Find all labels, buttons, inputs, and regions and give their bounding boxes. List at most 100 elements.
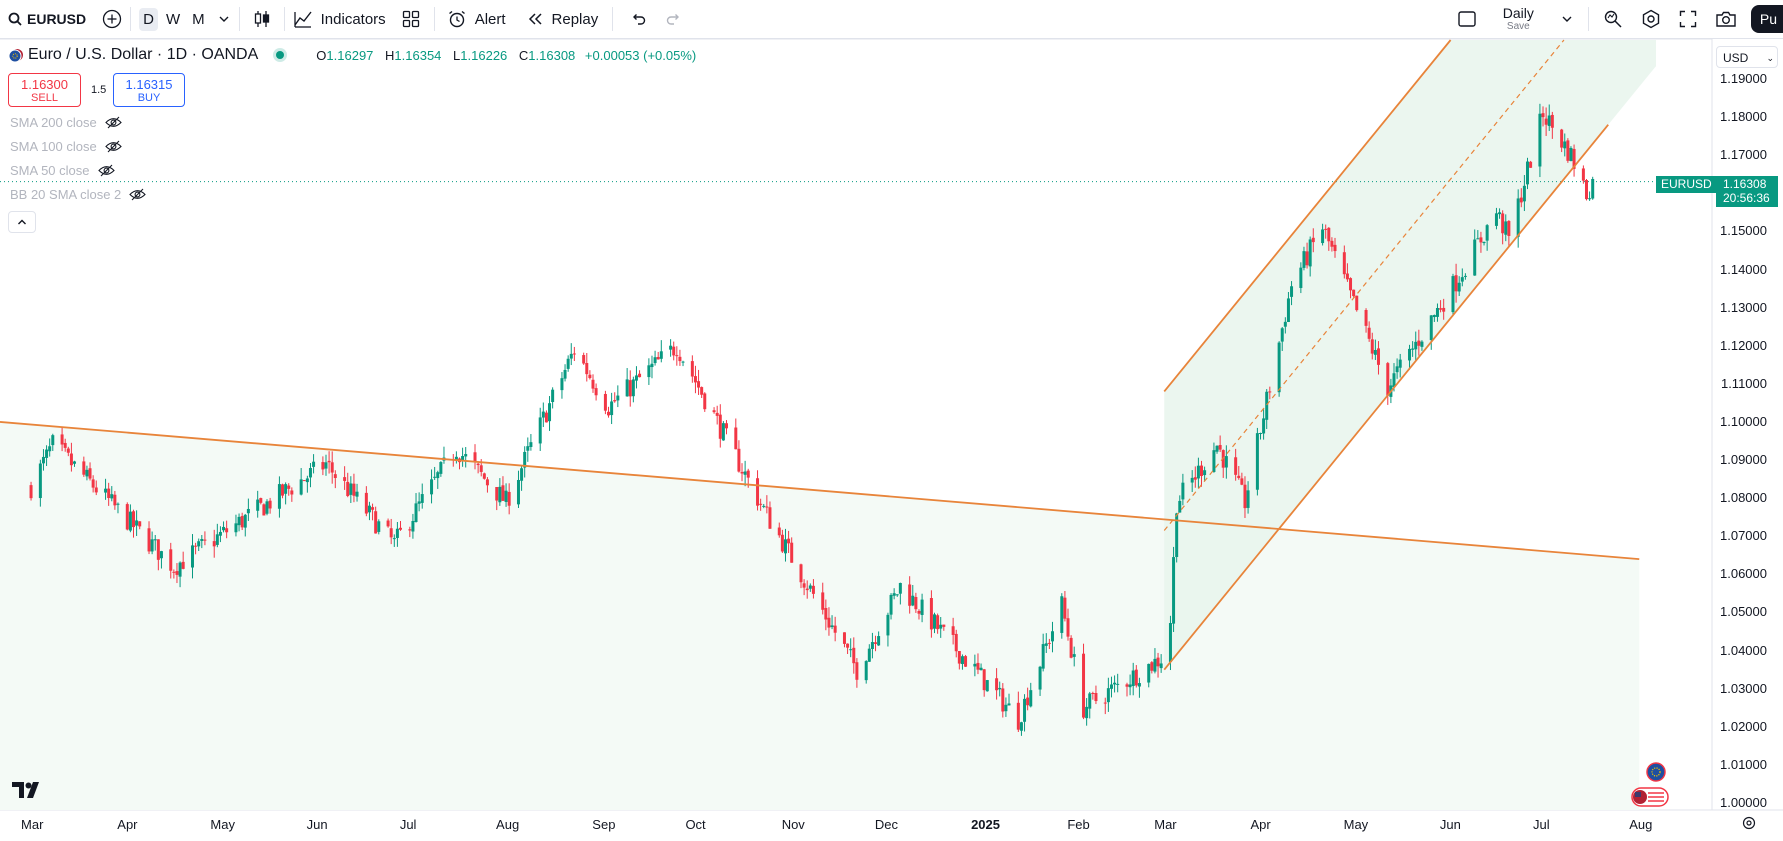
price-tick-label: 1.00000: [1720, 795, 1767, 810]
candle-body: [1566, 140, 1570, 161]
eye-crossed-icon[interactable]: [97, 164, 115, 177]
candle-body: [827, 617, 831, 628]
candle-body: [1569, 147, 1573, 162]
candle-body: [237, 516, 241, 526]
candle-body: [172, 571, 176, 573]
tradingview-logo[interactable]: [12, 782, 44, 803]
search-icon: [8, 12, 22, 26]
candle-body: [45, 449, 49, 458]
buy-button[interactable]: 1.16315 BUY: [113, 73, 185, 107]
candle-body: [805, 588, 809, 591]
eye-crossed-icon[interactable]: [104, 116, 122, 129]
chart-type-button[interactable]: [252, 0, 272, 38]
price-tick-label: 1.12000: [1720, 337, 1767, 353]
candle-body: [1023, 698, 1027, 722]
candle-body: [48, 446, 52, 452]
candle-body: [1373, 349, 1377, 355]
redo-button[interactable]: [665, 0, 683, 38]
eu-flag-icon: [1646, 762, 1666, 782]
candle-body: [628, 380, 632, 397]
camera-icon: [1716, 11, 1736, 27]
event-marker-us[interactable]: [1630, 786, 1670, 813]
indicators-button[interactable]: Indicators: [293, 0, 386, 38]
indicator-bollinger[interactable]: BB 20 SMA close 2: [10, 187, 147, 202]
interval-weekly[interactable]: W: [165, 10, 181, 28]
candle-body: [399, 527, 403, 530]
publish-button[interactable]: Pu: [1750, 5, 1783, 33]
candle-body: [548, 403, 552, 422]
candle-body: [287, 485, 291, 489]
candle-body: [523, 451, 527, 468]
time-tick-label: Oct: [685, 817, 706, 832]
candle-body: [482, 473, 486, 479]
templates-button[interactable]: [402, 0, 420, 38]
channel-lower-line[interactable]: [1163, 124, 1609, 671]
indicator-sma200[interactable]: SMA 200 close: [10, 115, 122, 130]
collapse-legend-button[interactable]: [8, 211, 36, 233]
candle-body: [113, 494, 117, 506]
candle-body: [746, 470, 750, 478]
snapshot-button[interactable]: [1715, 0, 1737, 38]
candle-body: [110, 494, 114, 499]
event-marker-eu[interactable]: [1646, 762, 1666, 787]
candle-body: [352, 483, 356, 496]
candle-body: [299, 479, 303, 495]
currency-selector[interactable]: USD ⌄: [1716, 46, 1778, 68]
candle-body: [697, 381, 701, 388]
settings-button[interactable]: [1641, 0, 1661, 38]
compare-add-button[interactable]: [102, 0, 122, 38]
candle-body: [392, 538, 396, 540]
eye-crossed-icon[interactable]: [129, 188, 147, 201]
sell-label: SELL: [31, 92, 58, 104]
layout-menu-button[interactable]: [1560, 0, 1574, 38]
candle-body: [1215, 445, 1219, 452]
candle-body: [104, 488, 108, 493]
alert-button[interactable]: Alert: [447, 0, 506, 38]
time-axis-settings-button[interactable]: [1742, 816, 1756, 835]
candle-body: [479, 465, 483, 472]
candle-body: [721, 423, 725, 441]
candle-body: [1050, 631, 1054, 642]
replay-button[interactable]: Replay: [526, 0, 598, 38]
layout-button[interactable]: [1457, 0, 1477, 38]
price-tick-label: 1.10000: [1720, 413, 1767, 429]
candle-body: [1085, 706, 1089, 719]
candle-body: [783, 539, 787, 554]
interval-daily[interactable]: D: [139, 7, 158, 31]
interval-monthly[interactable]: M: [192, 10, 205, 28]
quick-search-button[interactable]: [1603, 0, 1623, 38]
fullscreen-button[interactable]: [1679, 0, 1697, 38]
chevron-down-icon[interactable]: [217, 12, 231, 26]
symbol-description[interactable]: Euro / U.S. Dollar · 1D · OANDA: [28, 46, 259, 63]
indicator-sma50[interactable]: SMA 50 close: [10, 163, 115, 178]
time-tick-label: 2025: [971, 817, 1000, 832]
candle-body: [1544, 118, 1548, 125]
layout-name-button[interactable]: Daily Save: [1503, 0, 1534, 38]
trendline-shade: [0, 421, 1640, 810]
indicator-sma100[interactable]: SMA 100 close: [10, 139, 122, 154]
channel-median-line[interactable]: [1163, 39, 1565, 531]
candle-body: [1386, 363, 1390, 396]
symbol-search[interactable]: EURUSD: [8, 0, 86, 38]
candle-body: [765, 506, 769, 508]
layout-name: Daily: [1502, 5, 1534, 21]
ohlc-values: O1.16297 H1.16354 L1.16226 C1.16308 +0.0…: [308, 48, 696, 63]
sell-button[interactable]: 1.16300 SELL: [8, 73, 81, 107]
candle-body: [1237, 475, 1241, 479]
indicator-label: SMA 200 close: [10, 115, 97, 130]
candle-body: [107, 488, 111, 499]
time-tick-label: Jul: [399, 817, 417, 832]
eye-crossed-icon[interactable]: [104, 140, 122, 153]
candle-body: [1420, 341, 1424, 347]
time-tick-label: Jul: [1533, 817, 1550, 832]
candle-body: [852, 647, 856, 664]
trend-line[interactable]: [0, 421, 1640, 561]
candle-body: [541, 411, 545, 418]
price-tick-label: 1.05000: [1720, 604, 1767, 620]
undo-button[interactable]: [629, 0, 647, 38]
candle-body: [634, 375, 638, 381]
candle-body: [1429, 315, 1433, 341]
channel-upper-line[interactable]: [1163, 39, 1452, 393]
candle-body: [504, 490, 508, 502]
